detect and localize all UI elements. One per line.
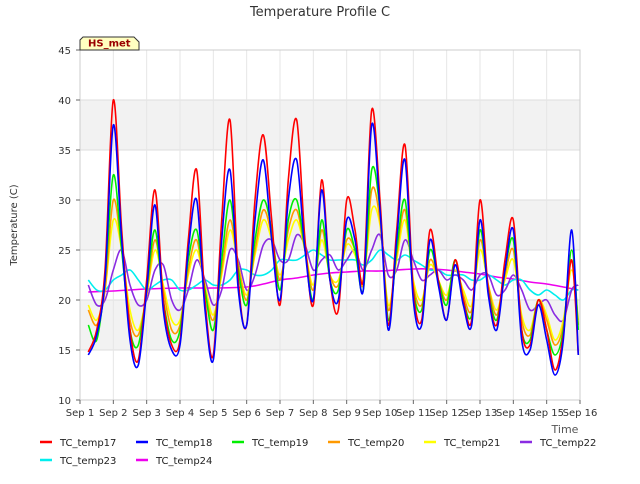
- y-tick-label: 10: [58, 396, 71, 407]
- series-line-tc-temp24: [88, 268, 579, 293]
- annotation-text: HS_met: [88, 39, 131, 50]
- series-line-tc-temp21: [87, 205, 580, 341]
- legend-label: TC_temp18: [155, 438, 212, 449]
- background-band: [80, 100, 580, 150]
- annotation-box: [79, 36, 140, 51]
- x-tick-label: Sep 3: [132, 408, 160, 419]
- x-tick-label: Sep 9: [332, 408, 360, 419]
- legend-label: TC_temp23: [59, 456, 116, 467]
- legend: TC_temp17 TC_temp18 TC_temp19 TC_temp20 TC_t…: [40, 438, 596, 467]
- y-tick-label: 20: [58, 296, 71, 307]
- x-tick-label: Sep 11: [396, 408, 431, 419]
- series-line-tc-temp22: [87, 233, 579, 323]
- annotation-badge: HS_met: [79, 36, 140, 51]
- x-tick-label: Sep 13: [463, 408, 498, 419]
- background-band: [80, 300, 580, 350]
- series-layer: [87, 99, 580, 376]
- x-tick-label: Sep 16: [563, 408, 598, 419]
- y-tick-label: 30: [58, 196, 71, 207]
- plot-frame: [79, 49, 581, 401]
- x-tick-label: Sep 12: [429, 408, 464, 419]
- legend-label: TC_temp22: [539, 438, 596, 449]
- y-tick-label: 25: [58, 246, 71, 257]
- series-line-tc-temp23: [87, 249, 579, 301]
- series-line-tc-temp18: [87, 122, 580, 376]
- legend-label: TC_temp24: [155, 456, 212, 467]
- x-axis-ticks: Sep 1 Sep 2 Sep 3 Sep 4 Sep 5 Sep 6 Sep 7 Sep 8…: [66, 400, 598, 419]
- legend-label: TC_temp21: [443, 438, 500, 449]
- series-line-tc-temp19: [87, 166, 580, 356]
- legend-label: TC_temp19: [251, 438, 308, 449]
- x-tick-label: Sep 5: [199, 408, 227, 419]
- y-tick-label: 40: [58, 96, 71, 107]
- legend-label: TC_temp20: [347, 438, 404, 449]
- x-tick-label: Sep 7: [266, 408, 294, 419]
- x-tick-label: Sep 6: [232, 408, 260, 419]
- y-tick-label: 35: [58, 146, 71, 157]
- x-tick-label: Sep 1: [66, 408, 94, 419]
- x-tick-label: Sep 15: [529, 408, 564, 419]
- x-axis-label: Time: [551, 423, 579, 436]
- y-axis-ticks: 10 15 20 25 30 35 40 45: [58, 46, 80, 407]
- legend-label: TC_temp17: [59, 438, 116, 449]
- background-band: [80, 200, 580, 250]
- background-bands: [80, 100, 580, 350]
- y-tick-label: 45: [58, 46, 71, 57]
- y-axis-label: Temperature (C): [9, 184, 20, 266]
- x-tick-label: Sep 4: [166, 408, 194, 419]
- x-tick-label: Sep 8: [299, 408, 327, 419]
- chart-title: Temperature Profile C: [249, 5, 390, 20]
- x-tick-label: Sep 2: [99, 408, 127, 419]
- x-tick-label: Sep 14: [496, 408, 531, 419]
- x-tick-label: Sep 10: [363, 408, 398, 419]
- y-tick-label: 15: [58, 346, 71, 357]
